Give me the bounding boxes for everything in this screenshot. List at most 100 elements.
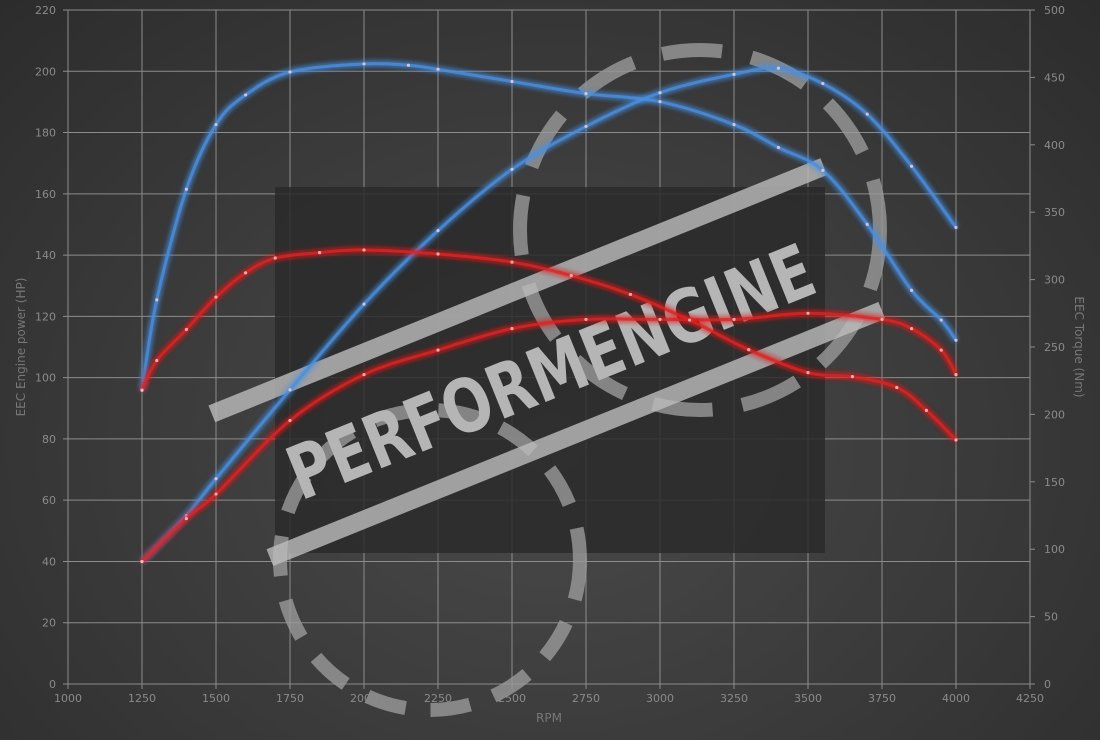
- data-point: [244, 93, 248, 97]
- data-point: [406, 63, 410, 67]
- y-tick-label: 220: [35, 4, 56, 17]
- data-point: [584, 317, 588, 322]
- data-point: [939, 318, 943, 322]
- data-point: [776, 145, 781, 150]
- data-point: [510, 260, 514, 264]
- data-point: [658, 91, 662, 95]
- data-point: [184, 187, 188, 191]
- data-point: [954, 438, 958, 442]
- data-point: [954, 338, 958, 342]
- data-point: [954, 372, 958, 377]
- data-point: [510, 79, 514, 84]
- data-point: [214, 295, 218, 299]
- series-line-0: [140, 66, 958, 563]
- data-point: [865, 112, 869, 116]
- y2-tick-label: 150: [1044, 476, 1065, 489]
- y-tick-label: 200: [35, 65, 56, 78]
- data-point: [658, 100, 662, 104]
- data-point: [732, 122, 736, 127]
- data-point: [155, 358, 159, 363]
- data-point: [850, 375, 855, 379]
- data-point: [732, 72, 736, 76]
- data-point: [155, 298, 159, 302]
- data-point: [184, 327, 188, 332]
- y2-tick-label: 350: [1044, 206, 1065, 219]
- x-tick-label: 3750: [868, 692, 896, 705]
- x-tick-label: 2250: [424, 692, 452, 705]
- data-point: [288, 388, 292, 392]
- data-point: [362, 302, 366, 306]
- data-point: [895, 385, 899, 390]
- x-tick-label: 2750: [572, 692, 600, 705]
- x-tick-label: 2500: [498, 692, 526, 705]
- data-point: [244, 271, 248, 275]
- y2-tick-label: 50: [1044, 611, 1058, 624]
- y-tick-label: 160: [35, 188, 56, 201]
- data-point: [569, 273, 573, 278]
- x-tick-label: 1000: [54, 692, 82, 705]
- x-tick-label: 3500: [794, 692, 822, 705]
- data-point: [732, 317, 736, 322]
- data-point: [214, 122, 218, 127]
- y2-tick-label: 200: [1044, 408, 1065, 421]
- data-point: [140, 388, 144, 392]
- data-point: [214, 477, 218, 481]
- data-point: [318, 251, 322, 255]
- data-point: [362, 62, 366, 66]
- data-point: [436, 348, 440, 352]
- data-point: [910, 327, 914, 331]
- x-tick-label: 3250: [720, 692, 748, 705]
- data-point: [436, 67, 440, 71]
- y2-tick-label: 0: [1044, 678, 1051, 691]
- data-point: [214, 492, 218, 496]
- x-axis-label: RPM: [536, 711, 562, 725]
- data-point: [821, 168, 825, 173]
- y-axis-label: EEC Engine power (HP): [14, 278, 28, 417]
- data-point: [436, 228, 440, 233]
- y-tick-label: 0: [49, 678, 56, 691]
- series-layer: [140, 62, 958, 564]
- x-tick-label: 1750: [276, 692, 304, 705]
- data-point: [924, 408, 929, 412]
- data-point: [628, 292, 633, 297]
- data-point: [776, 66, 781, 70]
- y-tick-label: 20: [42, 617, 56, 630]
- x-tick-label: 4000: [942, 692, 970, 705]
- y2-axis-label: EEC Torque (Nm): [1072, 296, 1086, 397]
- y-tick-label: 80: [42, 433, 56, 446]
- y-tick-label: 60: [42, 494, 56, 507]
- data-point: [806, 371, 810, 375]
- data-point: [939, 348, 943, 352]
- y-tick-label: 180: [35, 127, 56, 140]
- y-tick-label: 120: [35, 310, 56, 323]
- ticks: 1000 1250 1500 1750 2000 2250 2500 2750 3000 3250…: [35, 4, 1065, 705]
- series-line-1: [140, 311, 958, 563]
- x-tick-label: 2000: [350, 692, 378, 705]
- data-point: [865, 222, 869, 226]
- data-point: [821, 81, 825, 86]
- data-point: [747, 348, 751, 352]
- data-point: [288, 70, 292, 74]
- y-tick-label: 140: [35, 249, 56, 262]
- y2-tick-label: 500: [1044, 4, 1065, 17]
- data-point: [184, 516, 188, 521]
- y2-tick-label: 100: [1044, 543, 1065, 556]
- y2-tick-label: 300: [1044, 274, 1065, 287]
- x-tick-label: 1500: [202, 692, 230, 705]
- y2-tick-label: 400: [1044, 139, 1065, 152]
- data-point: [880, 317, 884, 322]
- data-point: [362, 372, 366, 377]
- y-tick-label: 40: [42, 555, 56, 568]
- x-tick-label: 4250: [1016, 692, 1044, 705]
- data-point: [910, 164, 914, 168]
- x-tick-label: 3000: [646, 692, 674, 705]
- data-point: [658, 317, 662, 322]
- data-point: [140, 559, 144, 564]
- data-point: [688, 318, 692, 322]
- data-point: [510, 167, 514, 171]
- data-point: [584, 91, 588, 96]
- data-point: [436, 252, 440, 256]
- data-point: [806, 311, 810, 315]
- data-point: [273, 256, 277, 260]
